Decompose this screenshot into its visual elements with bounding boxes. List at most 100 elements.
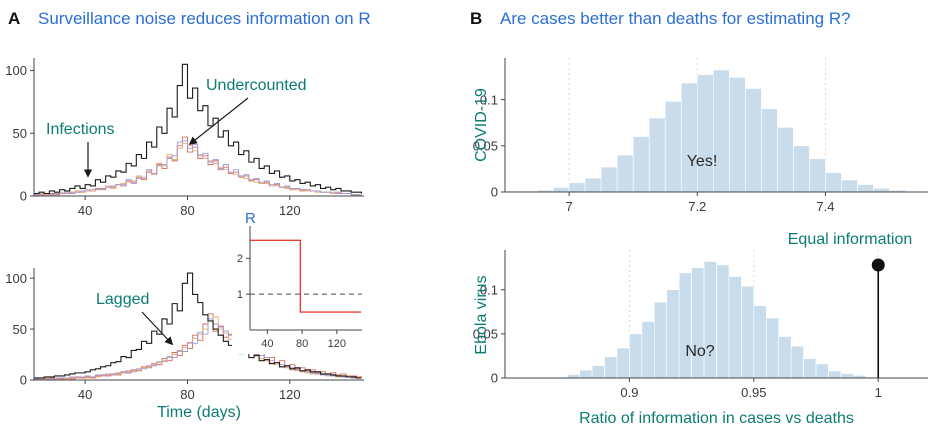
y-tick-label: 0	[491, 185, 498, 200]
plot-r-inset: 40 80 120 1 2	[232, 217, 366, 354]
ratio-axis-label: Ratio of information in cases vs deaths	[579, 410, 854, 427]
annotation-arrow	[141, 311, 174, 346]
hist-bar	[600, 166, 618, 193]
y-tick-label: 1	[237, 289, 243, 301]
hist-bar	[641, 321, 655, 379]
hist-bar	[777, 127, 794, 193]
plot-epidemic-bottom: 40 80 120 0 50 100	[5, 268, 364, 402]
y-tick-label: 100	[5, 63, 27, 78]
x-tick-label: 0.95	[741, 385, 766, 400]
hist-bar	[678, 272, 692, 379]
y-tick-label: 50	[13, 126, 27, 141]
inset-r-label: R	[245, 210, 256, 227]
hist-bar	[803, 358, 817, 379]
panel-b-label: B	[470, 9, 483, 28]
x-tick-label: 40	[78, 387, 92, 402]
hist-bar	[716, 264, 730, 379]
hist-bar	[696, 74, 714, 193]
series-infections	[34, 63, 362, 195]
inset-background	[232, 217, 366, 354]
hist-bar	[790, 345, 804, 379]
hist-bar	[857, 184, 874, 193]
hist-bar	[568, 182, 586, 193]
y-tick-label: 0	[20, 189, 27, 204]
x-tick-label: 80	[180, 387, 194, 402]
hist-bar	[840, 373, 854, 379]
x-tick-label: 0.9	[620, 385, 638, 400]
x-tick-label: 7.4	[816, 199, 834, 214]
y-tick-label: 100	[5, 271, 27, 286]
y-tick-label: 0	[20, 373, 27, 388]
hist-bar	[745, 88, 762, 193]
hist-bar	[691, 267, 705, 379]
panel-a-title: Surveillance noise reduces information o…	[38, 9, 371, 28]
annotation-arrow	[188, 97, 249, 146]
annotation-yes: Yes!	[686, 153, 718, 171]
x-tick-label: 40	[78, 203, 92, 218]
hist-bar	[793, 145, 810, 193]
x-tick-label: 1	[875, 385, 882, 400]
x-tick-label: 80	[296, 338, 308, 350]
x-tick-label: 120	[328, 338, 346, 350]
hist-bar	[579, 369, 593, 379]
hist-bar	[604, 356, 618, 379]
annotation-undercounted: Undercounted	[206, 77, 307, 94]
series-infections	[34, 272, 362, 379]
hist-bar	[616, 347, 630, 379]
hist-bar	[591, 365, 605, 379]
hist-bar	[712, 69, 730, 193]
plot-ebola-hist: 0.9 0.95 1 0 0.05 0.1	[473, 250, 928, 400]
hist-bar	[809, 158, 826, 193]
hist-bar	[873, 188, 890, 193]
hist-bar	[765, 317, 780, 379]
hist-bar	[728, 276, 742, 379]
panel-a-label: A	[8, 9, 21, 28]
y-tick-label: 2	[237, 253, 243, 265]
hist-bar	[841, 179, 858, 193]
annotation-infections: Infections	[46, 121, 115, 138]
x-tick-label: 120	[279, 203, 301, 218]
hist-bar	[616, 154, 634, 193]
series-undercounted-3	[34, 140, 362, 196]
x-tick-label: 7	[565, 199, 572, 214]
hist-bar	[753, 305, 767, 379]
hist-bar	[825, 172, 842, 193]
hist-bar	[815, 363, 829, 379]
hist-bar	[653, 301, 668, 379]
annotation-no: No?	[685, 343, 715, 361]
hist-bar	[632, 136, 650, 193]
plot-epidemic-top: 40 80 120 0 50 100	[5, 58, 364, 218]
x-tick-label: 120	[279, 387, 301, 402]
x-tick-label: 40	[261, 338, 273, 350]
hist-bar	[778, 336, 792, 379]
hist-bar	[666, 289, 680, 379]
hist-bar	[648, 117, 666, 193]
ebola-axis-label: Ebola virus	[473, 275, 491, 355]
panel-b-title: Are cases better than deaths for estimat…	[500, 9, 851, 28]
hist-bar	[566, 374, 580, 379]
time-axis-label: Time (days)	[157, 404, 241, 421]
x-tick-label: 80	[180, 203, 194, 218]
y-tick-label: 0.05	[473, 327, 498, 342]
hist-bar	[828, 370, 842, 379]
series-true-R	[250, 239, 362, 313]
hist-bar	[584, 177, 602, 193]
y-tick-label: 0.05	[473, 138, 498, 153]
hist-bar	[680, 82, 698, 193]
plot-covid-hist: 7 7.2 7.4 0 0.05 0.1	[473, 58, 928, 214]
annotation-equal-information: Equal information	[787, 231, 913, 249]
x-tick-label: 7.2	[688, 199, 706, 214]
hist-bar	[664, 101, 682, 193]
hist-bar	[629, 333, 643, 379]
hist-bar	[729, 77, 746, 193]
hist-bar	[741, 285, 755, 379]
y-tick-label: 0.1	[480, 92, 498, 107]
y-tick-label: 0.1	[480, 282, 498, 297]
annotation-lagged: Lagged	[96, 291, 150, 308]
hist-bar	[552, 187, 570, 193]
hist-bar	[761, 108, 778, 193]
y-tick-label: 0	[491, 371, 498, 386]
covid19-axis-label: COVID-19	[473, 88, 491, 162]
